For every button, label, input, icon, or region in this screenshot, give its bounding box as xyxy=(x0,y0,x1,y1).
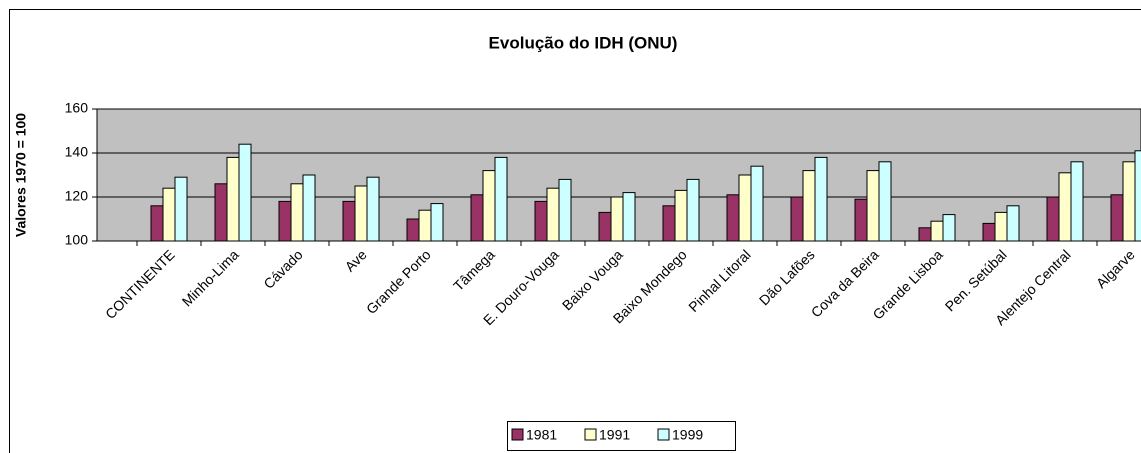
bar xyxy=(162,187,176,242)
legend-label: 1991 xyxy=(599,427,630,443)
bar xyxy=(686,178,700,242)
bar xyxy=(738,174,752,242)
bar xyxy=(150,205,164,242)
bar xyxy=(610,196,624,242)
bar xyxy=(1122,161,1136,242)
chart-title: Evolução do IDH (ONU) xyxy=(489,33,678,52)
bar xyxy=(354,185,368,242)
legend-swatch xyxy=(584,428,597,441)
y-tick-label: 120 xyxy=(65,188,89,204)
legend-label: 1999 xyxy=(672,427,703,443)
bar xyxy=(174,176,188,242)
legend-swatch xyxy=(657,428,670,441)
bar xyxy=(982,222,996,242)
bar xyxy=(366,176,380,242)
bar xyxy=(1046,196,1060,242)
legend-label: 1981 xyxy=(526,427,557,443)
bar xyxy=(534,200,548,242)
bar xyxy=(470,194,484,242)
y-tick-label: 140 xyxy=(65,144,89,160)
bar xyxy=(278,200,292,242)
bar xyxy=(406,218,420,242)
bar xyxy=(214,183,228,242)
bar xyxy=(1134,150,1141,242)
bar xyxy=(1006,205,1020,242)
bar xyxy=(342,200,356,242)
bar xyxy=(802,170,816,242)
bar xyxy=(430,203,444,242)
bar xyxy=(482,170,496,242)
bar xyxy=(942,214,956,242)
bar xyxy=(994,211,1008,242)
bar xyxy=(1110,194,1124,242)
bar xyxy=(226,156,240,242)
legend-box xyxy=(507,421,736,451)
bar xyxy=(918,227,932,242)
bar xyxy=(1070,161,1084,242)
bar xyxy=(238,143,252,242)
bar xyxy=(750,165,764,242)
bar xyxy=(494,156,508,242)
bar xyxy=(814,156,828,242)
bar xyxy=(866,170,880,242)
bar xyxy=(790,196,804,242)
bar xyxy=(546,187,560,242)
bar xyxy=(930,220,944,242)
y-axis-label: Valores 1970 = 100 xyxy=(13,113,29,237)
bar xyxy=(302,174,316,242)
bar xyxy=(662,205,676,242)
bar xyxy=(558,178,572,242)
bar xyxy=(418,209,432,242)
bar xyxy=(1058,172,1072,242)
bar xyxy=(854,198,868,242)
y-tick-label: 160 xyxy=(65,100,89,116)
bar xyxy=(622,192,636,242)
bar xyxy=(290,183,304,242)
bar xyxy=(726,194,740,242)
bar xyxy=(598,211,612,242)
y-tick-label: 100 xyxy=(65,232,89,248)
bar xyxy=(878,161,892,242)
legend-swatch xyxy=(511,428,524,441)
bar xyxy=(674,189,688,242)
